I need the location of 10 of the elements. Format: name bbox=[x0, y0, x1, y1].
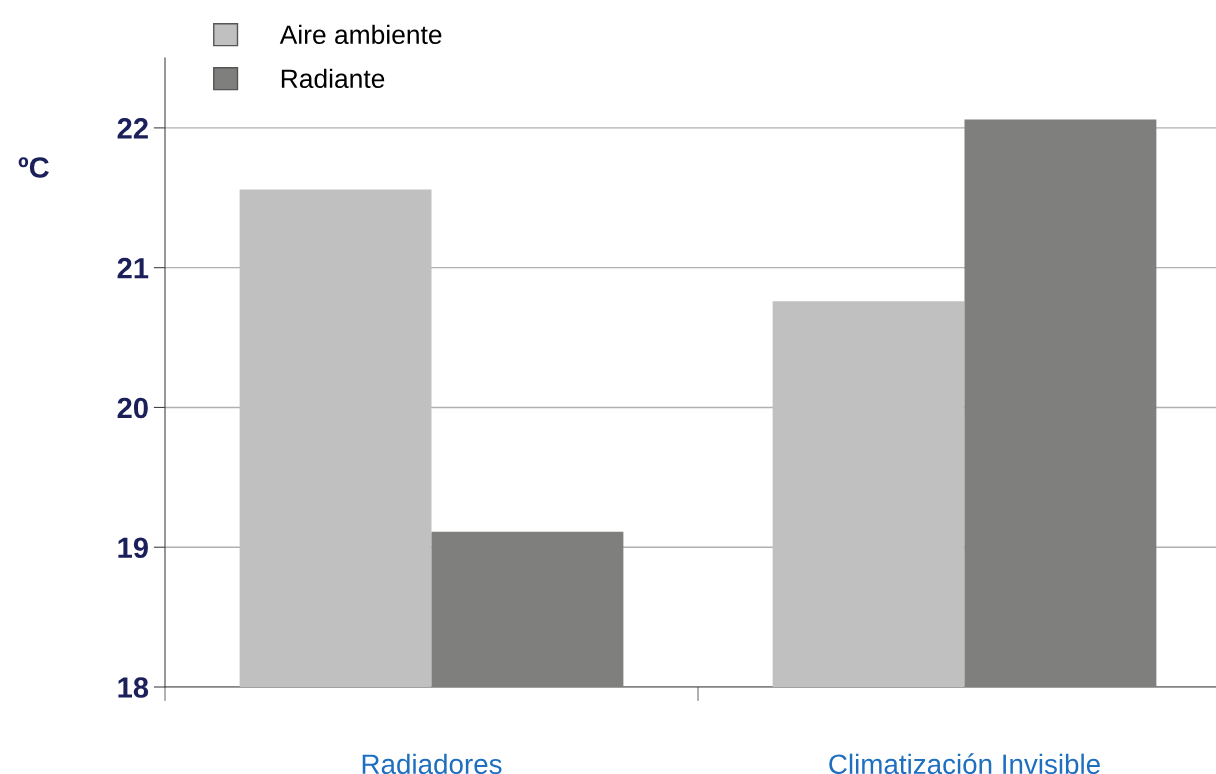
legend-label: Radiante bbox=[281, 68, 385, 89]
legend-label: Aire ambiente bbox=[279, 24, 442, 45]
y-tick-label: 19 bbox=[118, 537, 148, 559]
y-axis-title: ºC bbox=[18, 157, 49, 178]
y-tick-label: 20 bbox=[117, 397, 148, 419]
y-tick-label: 22 bbox=[117, 118, 148, 139]
y-tick-label: 18 bbox=[118, 677, 149, 698]
x-tick-label: Radiadores bbox=[362, 753, 502, 774]
y-tick-label: 21 bbox=[117, 257, 149, 279]
x-tick-label: Climatización Invisible bbox=[829, 753, 1100, 774]
